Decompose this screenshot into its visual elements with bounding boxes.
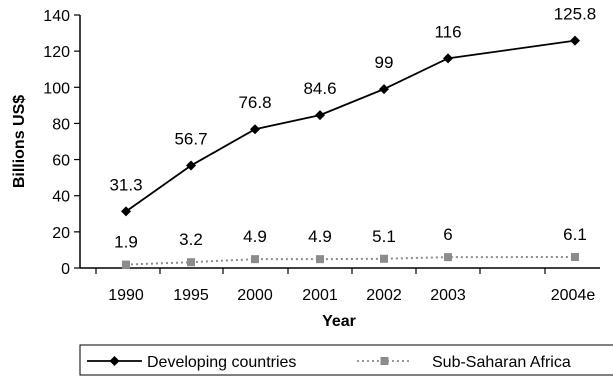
data-label: 56.7 (174, 130, 207, 149)
data-label: 6.1 (563, 225, 587, 244)
x-tick-label: 2002 (366, 287, 402, 304)
data-label: 4.9 (243, 227, 267, 246)
legend-label: Developing countries (147, 354, 296, 371)
x-tick-label: 2003 (430, 287, 466, 304)
y-tick-label: 40 (52, 189, 70, 206)
y-tick-label: 0 (61, 261, 70, 278)
series-0: 31.3 56.7 76.8 84.6 99 116 125.8 (109, 5, 596, 217)
data-label: 116 (434, 22, 461, 41)
data-point (315, 110, 325, 121)
data-label: 84.6 (303, 79, 336, 98)
y-tick-label: 20 (52, 225, 70, 242)
data-point (444, 253, 452, 262)
legend-marker (109, 356, 120, 366)
data-point (443, 53, 453, 64)
legend: Developing countries Sub-Saharan Africa (79, 344, 613, 376)
x-tick-label: 1995 (173, 287, 209, 304)
series-1: 1.9 3.2 4.9 4.9 5.1 6 6.1 (114, 225, 587, 269)
y-tick-label: 80 (52, 116, 70, 133)
data-label: 3.2 (179, 230, 203, 249)
y-tick-label: 120 (43, 44, 70, 61)
data-point (187, 258, 195, 267)
data-point (251, 255, 259, 264)
data-point (250, 124, 260, 135)
data-point (316, 255, 324, 264)
axes (79, 15, 600, 269)
data-point (570, 35, 580, 46)
y-axis-title: Billions US$ (11, 95, 28, 188)
data-point (121, 206, 131, 217)
y-tick-label: 60 (52, 153, 70, 170)
y-axis-ticks: 0 20 40 60 80 100 120 140 (43, 8, 80, 278)
data-label: 76.8 (238, 93, 271, 112)
data-label: 4.9 (308, 227, 332, 246)
data-label: 125.8 (554, 5, 597, 24)
legend-label: Sub-Saharan Africa (432, 354, 571, 371)
x-axis-title: Year (322, 313, 356, 330)
x-axis-ticks: 1990 1995 2000 2001 2002 2003 2004e (95, 268, 596, 304)
data-label: 1.9 (114, 233, 138, 252)
data-point (379, 84, 389, 95)
legend-box (79, 344, 613, 376)
y-tick-label: 140 (43, 8, 70, 25)
data-label: 31.3 (109, 175, 142, 194)
x-tick-label: 2001 (302, 287, 338, 304)
x-tick-label: 2000 (237, 287, 273, 304)
data-point (186, 160, 196, 171)
x-tick-label: 1990 (108, 287, 144, 304)
data-label: 5.1 (372, 227, 396, 246)
data-point (380, 254, 388, 263)
data-point (122, 260, 130, 269)
legend-marker (380, 357, 389, 365)
y-tick-label: 100 (43, 80, 70, 97)
data-point (571, 252, 579, 261)
series-line (125, 39, 576, 213)
data-label: 99 (375, 53, 394, 72)
x-tick-label: 2004e (551, 287, 596, 304)
data-label: 6 (443, 225, 452, 244)
plot-area: 31.3 56.7 76.8 84.6 99 116 125.8 1.9 3.2 4.9 4.9 5.… (109, 5, 596, 269)
